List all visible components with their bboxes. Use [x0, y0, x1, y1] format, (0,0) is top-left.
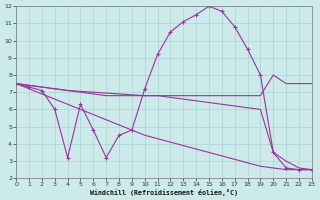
- X-axis label: Windchill (Refroidissement éolien,°C): Windchill (Refroidissement éolien,°C): [90, 189, 238, 196]
